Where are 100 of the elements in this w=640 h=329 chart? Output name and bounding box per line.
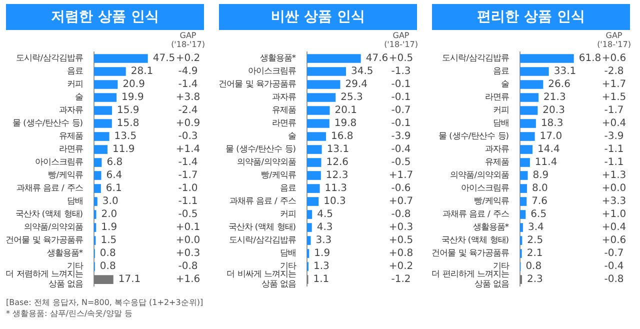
- text: +3.8: [176, 92, 200, 104]
- y-tick-label: 물 (생수/탄산수 등): [438, 130, 509, 141]
- y-tick-label: 빵/케익류: [48, 170, 83, 180]
- y-tick-label: 도시락/삼각김밥류: [442, 52, 509, 63]
- data-label: 3.0: [102, 196, 118, 208]
- y-tick-label: 빵/케익류: [474, 196, 509, 206]
- data-label: 8.0: [532, 183, 548, 194]
- text: -0.8: [604, 274, 624, 286]
- y-tick-label: 국산차 (액체 형태): [15, 208, 83, 219]
- y-tick-label: 생활용품*: [260, 52, 296, 63]
- data-label: 61.8: [578, 53, 602, 64]
- text: +1.7: [388, 170, 414, 182]
- bar: [520, 210, 526, 219]
- bar: [520, 184, 527, 193]
- text: -0.6: [391, 183, 411, 194]
- y-tick-label: 과채류 음료 / 주스: [16, 182, 83, 193]
- data-label: 4.3: [316, 222, 333, 234]
- bar: [520, 106, 538, 115]
- y-tick-label: 생활용품*: [46, 248, 83, 258]
- data-label: 1.3: [313, 261, 330, 272]
- text: -0.4: [604, 261, 624, 272]
- bar: [520, 145, 533, 154]
- text: +0.3: [388, 222, 414, 234]
- bar: [520, 197, 527, 206]
- y-tick-label: 유제품: [59, 130, 83, 141]
- data-label: 4.5: [317, 209, 333, 220]
- text: GAP ('18-'17): [384, 31, 418, 50]
- text: +1.3: [602, 170, 626, 182]
- bar: [307, 119, 330, 128]
- bar: [520, 67, 549, 76]
- chart-title: 저렴한 상품 인식: [6, 4, 204, 30]
- y-tick-label: 담배: [493, 118, 509, 128]
- data-label: 20.9: [122, 79, 145, 90]
- text: * 생활용품: 샴푸/린스/속옷/양말 등: [6, 308, 134, 319]
- bar: [94, 80, 118, 89]
- text: +1.7: [602, 79, 626, 90]
- data-label: 2.0: [101, 209, 118, 220]
- text: -0.8: [178, 261, 198, 272]
- y-tick-label: 술: [501, 78, 509, 89]
- y-tick-label: 의약품/의약외품: [24, 222, 83, 232]
- data-label: 11.4: [534, 157, 558, 168]
- y-tick-label: 의약품/의약외품: [450, 170, 509, 180]
- y-tick-label: 커피: [280, 208, 296, 219]
- text: -0.4: [391, 144, 411, 156]
- text: -1.4: [178, 79, 198, 90]
- text: -0.8: [391, 209, 411, 220]
- text: -1.7: [178, 170, 198, 182]
- data-label: 0.8: [100, 248, 116, 260]
- bar: [94, 119, 112, 128]
- data-label: 6.4: [106, 170, 122, 182]
- bar: [94, 171, 102, 180]
- text: -1.1: [604, 144, 624, 156]
- data-label: 12.6: [326, 157, 349, 168]
- text: GAP ('18-'17): [171, 31, 205, 50]
- y-tick-label: 과자류: [272, 92, 296, 102]
- data-label: 17.1: [118, 274, 141, 286]
- text: +0.1: [176, 222, 200, 234]
- text: -0.1: [391, 118, 411, 130]
- bar: [307, 54, 361, 63]
- data-label: 1.9: [314, 248, 330, 260]
- y-tick-label: 물 (생수/탄산수 등): [12, 118, 83, 128]
- y-tick-label: 음료: [493, 66, 509, 76]
- data-label: 2.1: [526, 248, 543, 260]
- chart-title: 비싼 상품 인식: [219, 4, 417, 30]
- text: +0.0: [176, 235, 200, 246]
- text: -4.9: [178, 66, 198, 78]
- text: +0.6: [602, 235, 626, 246]
- data-label: 11.3: [324, 183, 348, 194]
- y-tick-label: 국산차 (액체 형태): [228, 222, 296, 232]
- text: +0.0: [602, 183, 626, 194]
- y-tick-label: 물 (생수/탄산수 등): [225, 144, 296, 154]
- text: -0.3: [178, 131, 198, 142]
- bar: [307, 106, 330, 115]
- bar: [94, 275, 114, 284]
- data-label: 25.3: [340, 92, 363, 104]
- text: +1.4: [176, 144, 200, 156]
- data-label: 17.0: [540, 131, 562, 142]
- bar: [94, 145, 108, 154]
- y-tick-label: 음료: [67, 66, 83, 76]
- data-label: 28.1: [130, 66, 154, 78]
- bar: [520, 93, 539, 102]
- bar: [520, 54, 574, 63]
- y-tick-label: 건어물 및 육가공품류: [218, 78, 296, 89]
- y-tick-label: 도시락/삼각김밥류: [229, 234, 296, 245]
- y-tick-label: 담배: [280, 248, 296, 258]
- bar: [307, 171, 321, 180]
- data-label: 7.6: [532, 196, 548, 208]
- text: -0.1: [391, 79, 411, 90]
- y-tick-label: 아이스크림류: [35, 156, 83, 167]
- data-label: 12.3: [326, 170, 348, 182]
- data-label: 0.8: [526, 261, 542, 272]
- bar: [307, 132, 326, 141]
- data-label: 47.6: [366, 53, 388, 64]
- bar: [520, 132, 535, 141]
- text: GAP ('18-'17): [597, 31, 631, 50]
- data-label: 20.3: [542, 105, 565, 116]
- text: -0.7: [391, 105, 411, 116]
- y-tick-label: 커피: [493, 104, 509, 115]
- bar: [307, 210, 312, 219]
- y-tick-label: 과채류 음료 / 주스: [229, 196, 296, 206]
